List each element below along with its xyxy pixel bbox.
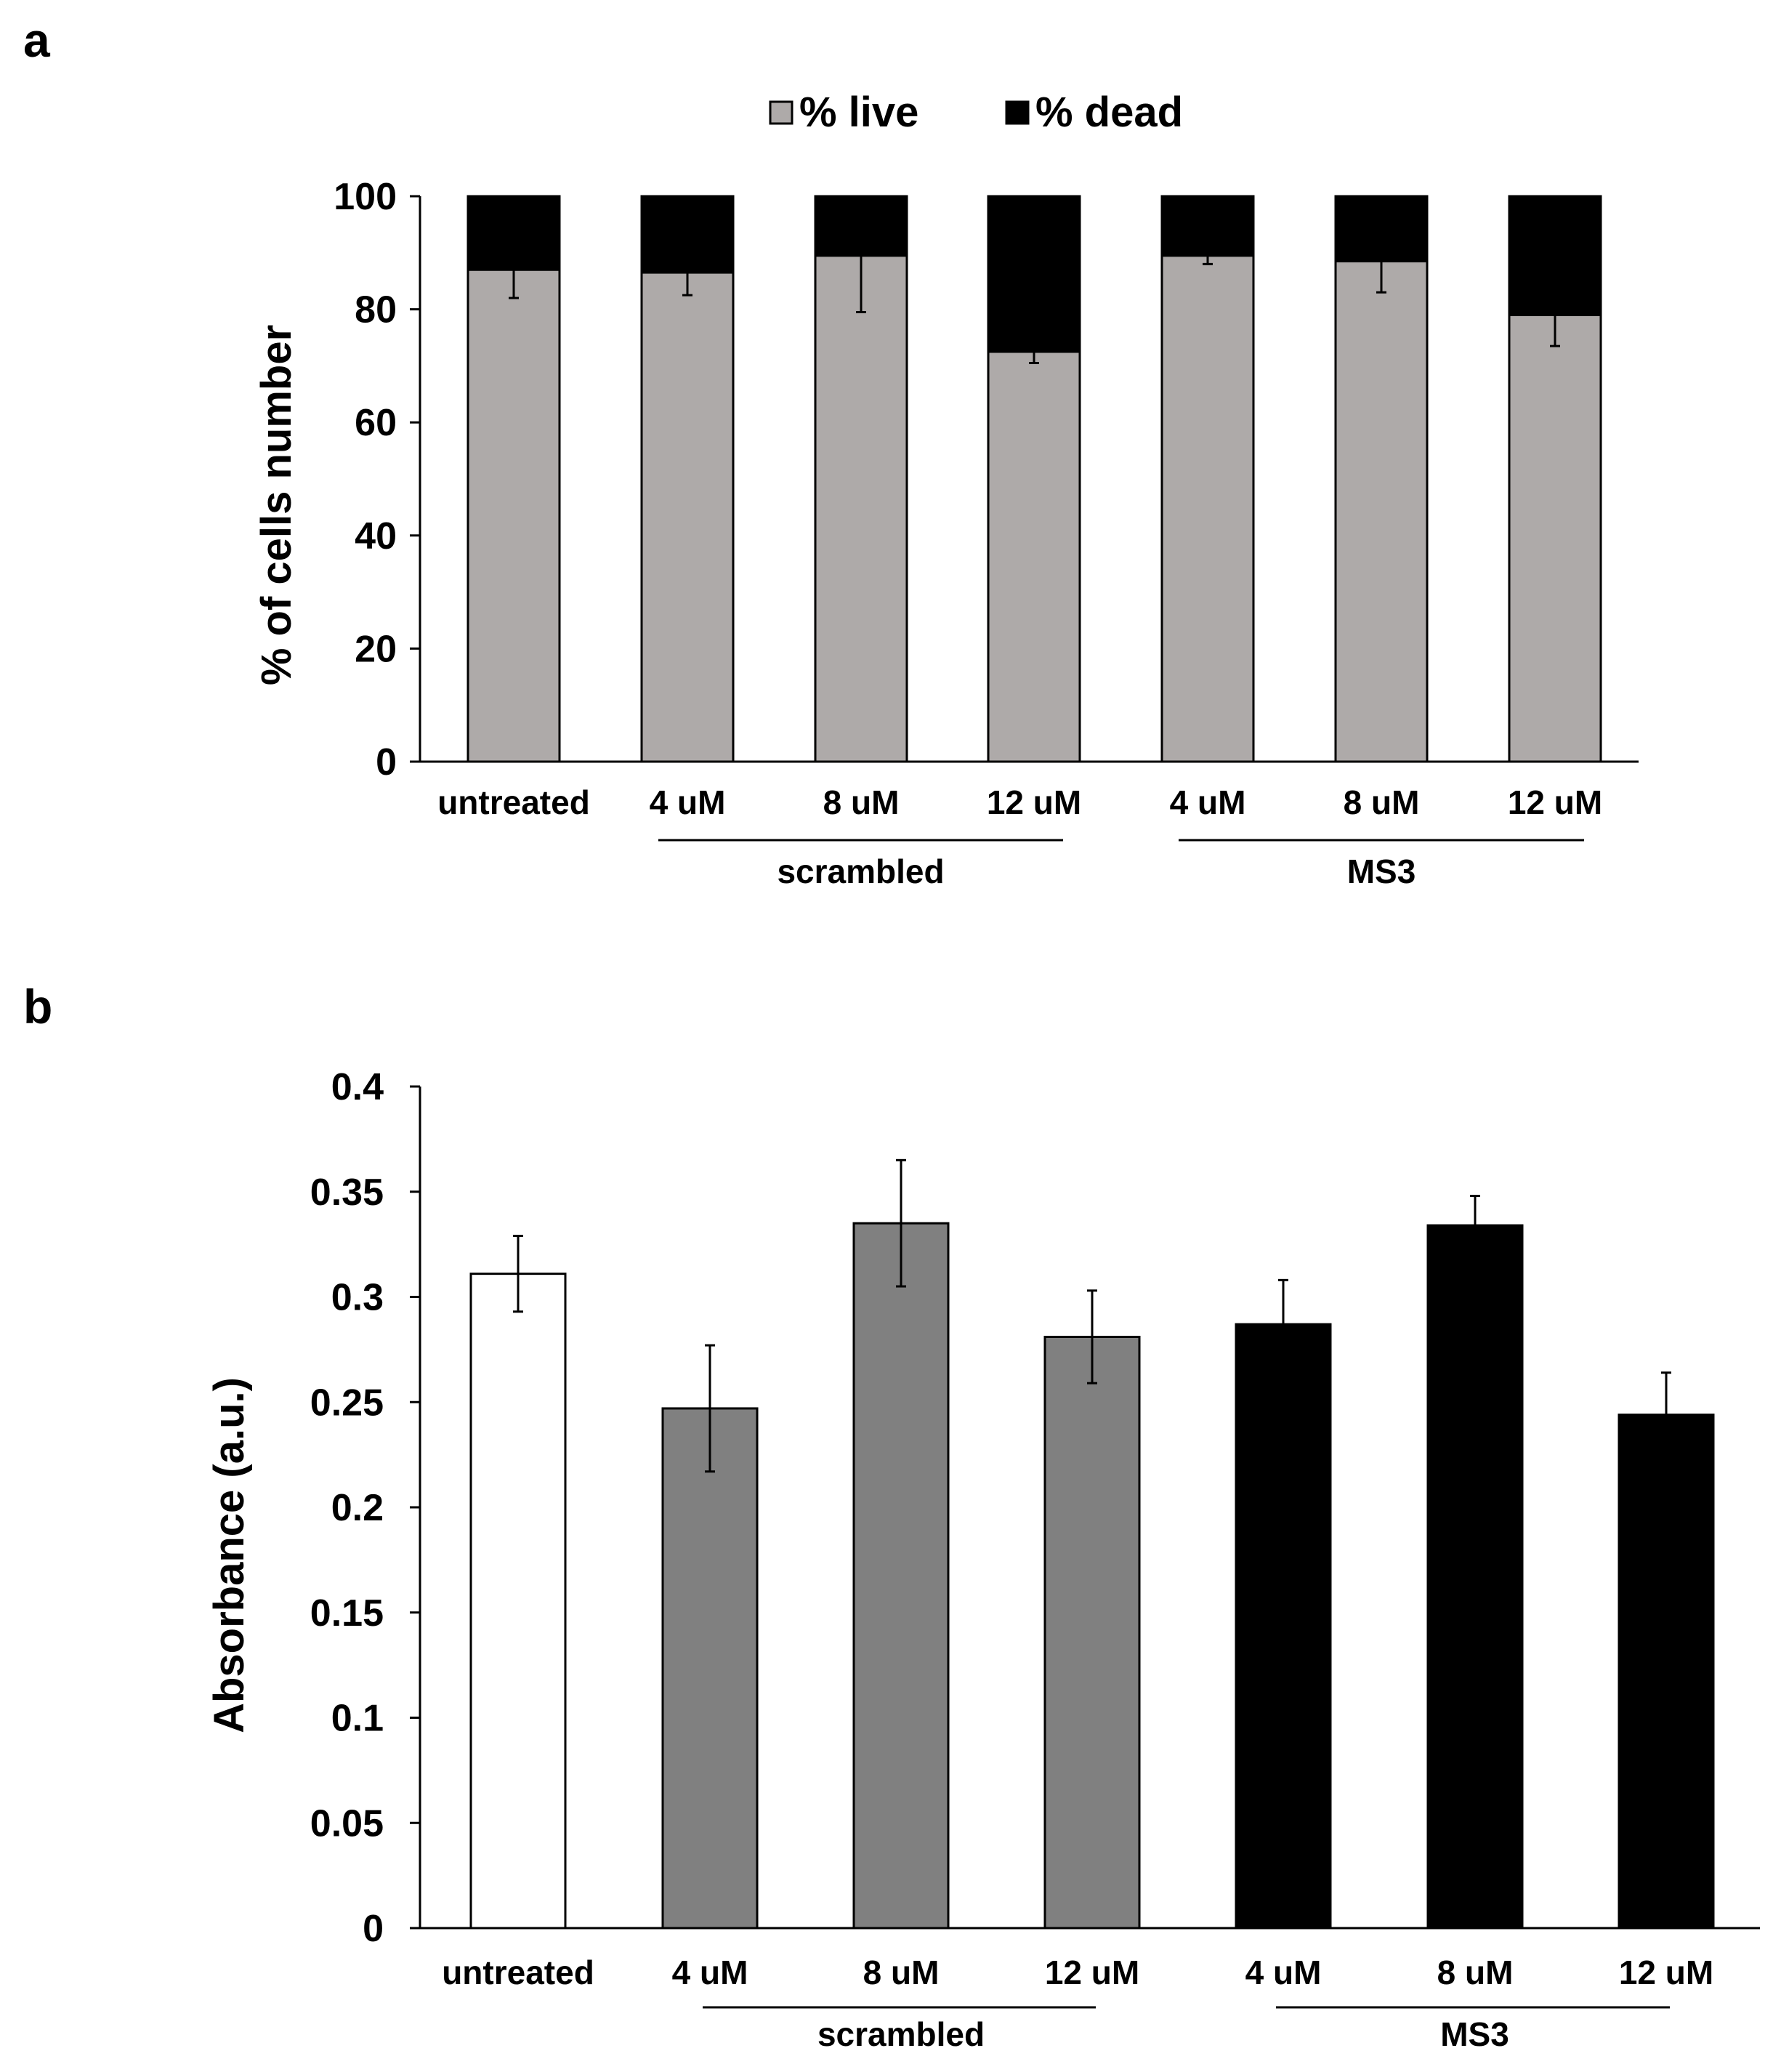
legend-label: % live (799, 89, 918, 136)
bar-live (987, 350, 1081, 763)
x-tick-label: 8 uM (1437, 1954, 1514, 1991)
y-tick-label: 0.3 (331, 1277, 384, 1319)
bar (852, 1222, 950, 1930)
y-tick-label: 0.35 (310, 1172, 384, 1214)
bar-dead (640, 195, 735, 274)
y-tick-label: 0.05 (310, 1802, 384, 1845)
group-label: scrambled (777, 852, 944, 890)
y-tick-label: 0.2 (331, 1487, 384, 1529)
group-label: MS3 (1347, 852, 1416, 890)
chart-b: untreated 4 uM 8 uM 12 uM 4 uM 8 uM 12 uM 0 0.05… (206, 1066, 1760, 2053)
x-tick-label: 4 uM (672, 1954, 748, 1991)
x-tick-label: 4 uM (1170, 783, 1246, 821)
x-tick-label: 12 uM (1508, 783, 1602, 821)
bar-live (1160, 254, 1255, 763)
bar (1618, 1414, 1715, 1930)
y-tick-label: 0.4 (331, 1066, 384, 1108)
y-tick-label: 20 (355, 628, 397, 670)
bar-dead (814, 195, 908, 257)
group-label: MS3 (1440, 2015, 1509, 2053)
bar-dead (1508, 195, 1602, 316)
y-tick-label: 100 (334, 176, 397, 218)
x-tick-label: 8 uM (1344, 783, 1420, 821)
x-tick-label: 4 uM (1245, 1954, 1322, 1991)
bar-live (1508, 313, 1602, 763)
bar (1043, 1336, 1141, 1930)
group-label: scrambled (817, 2015, 985, 2053)
y-tick-label: 60 (355, 402, 397, 444)
bar-dead (1334, 195, 1429, 262)
y-tick-label: 80 (355, 289, 397, 331)
panel-a-label: a (23, 13, 51, 67)
bar-live (640, 271, 735, 763)
y-tick-label: 0.1 (331, 1698, 384, 1740)
legend-label: % dead (1035, 89, 1183, 136)
chart-a-ylabel: % of cells number (253, 325, 300, 685)
bar-dead (1160, 195, 1255, 257)
bar (1426, 1224, 1524, 1930)
chart-b-ylabel: Absorbance (a.u.) (206, 1377, 253, 1733)
bar-live (1334, 259, 1429, 763)
x-tick-label: 12 uM (1045, 1954, 1139, 1991)
legend-swatch (769, 100, 793, 125)
legend-swatch (1005, 100, 1030, 125)
x-tick-label: untreated (442, 1954, 594, 1991)
bar-live (814, 254, 908, 763)
x-tick-label: untreated (437, 783, 590, 821)
y-tick-label: 0.25 (310, 1382, 384, 1424)
bar-dead (987, 195, 1081, 353)
panel-b-label: b (23, 980, 52, 1033)
x-tick-label: 12 uM (1619, 1954, 1713, 1991)
chart-a: untreated 4 uM 8 uM 12 uM 4 uM 8 uM 12 uM 0 20 40… (253, 89, 1639, 890)
y-tick-label: 0 (376, 741, 397, 783)
y-tick-label: 0 (363, 1908, 384, 1950)
bar-dead (467, 195, 561, 271)
bar (469, 1273, 567, 1930)
x-tick-label: 8 uM (823, 783, 900, 821)
y-tick-label: 0.15 (310, 1592, 384, 1634)
x-tick-label: 8 uM (863, 1954, 940, 1991)
x-tick-label: 12 uM (987, 783, 1081, 821)
bar (661, 1407, 759, 1930)
y-tick-label: 40 (355, 515, 397, 557)
bar (1235, 1323, 1332, 1930)
x-tick-label: 4 uM (650, 783, 726, 821)
bar-live (467, 268, 561, 763)
